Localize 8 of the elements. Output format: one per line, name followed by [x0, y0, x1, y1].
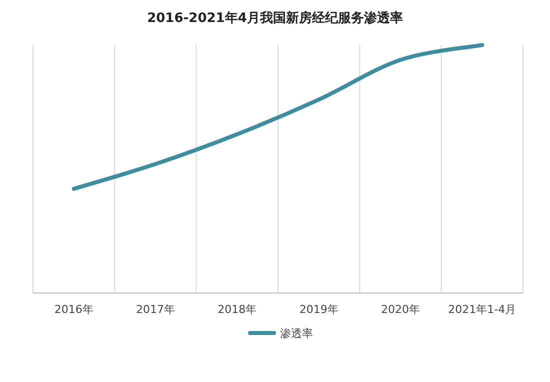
x-tick-label: 2021年1-4月 [448, 303, 516, 316]
x-tick-label: 2019年 [299, 303, 338, 316]
x-tick-label: 2016年 [54, 303, 94, 316]
x-tick-label: 2017年 [136, 303, 175, 316]
x-tick-label: 2018年 [218, 303, 257, 316]
chart-title: 2016-2021年4月我国新房经纪服务渗透率 [147, 10, 403, 26]
legend-label: 渗透率 [280, 327, 313, 340]
x-tick-label: 2020年 [381, 303, 420, 316]
